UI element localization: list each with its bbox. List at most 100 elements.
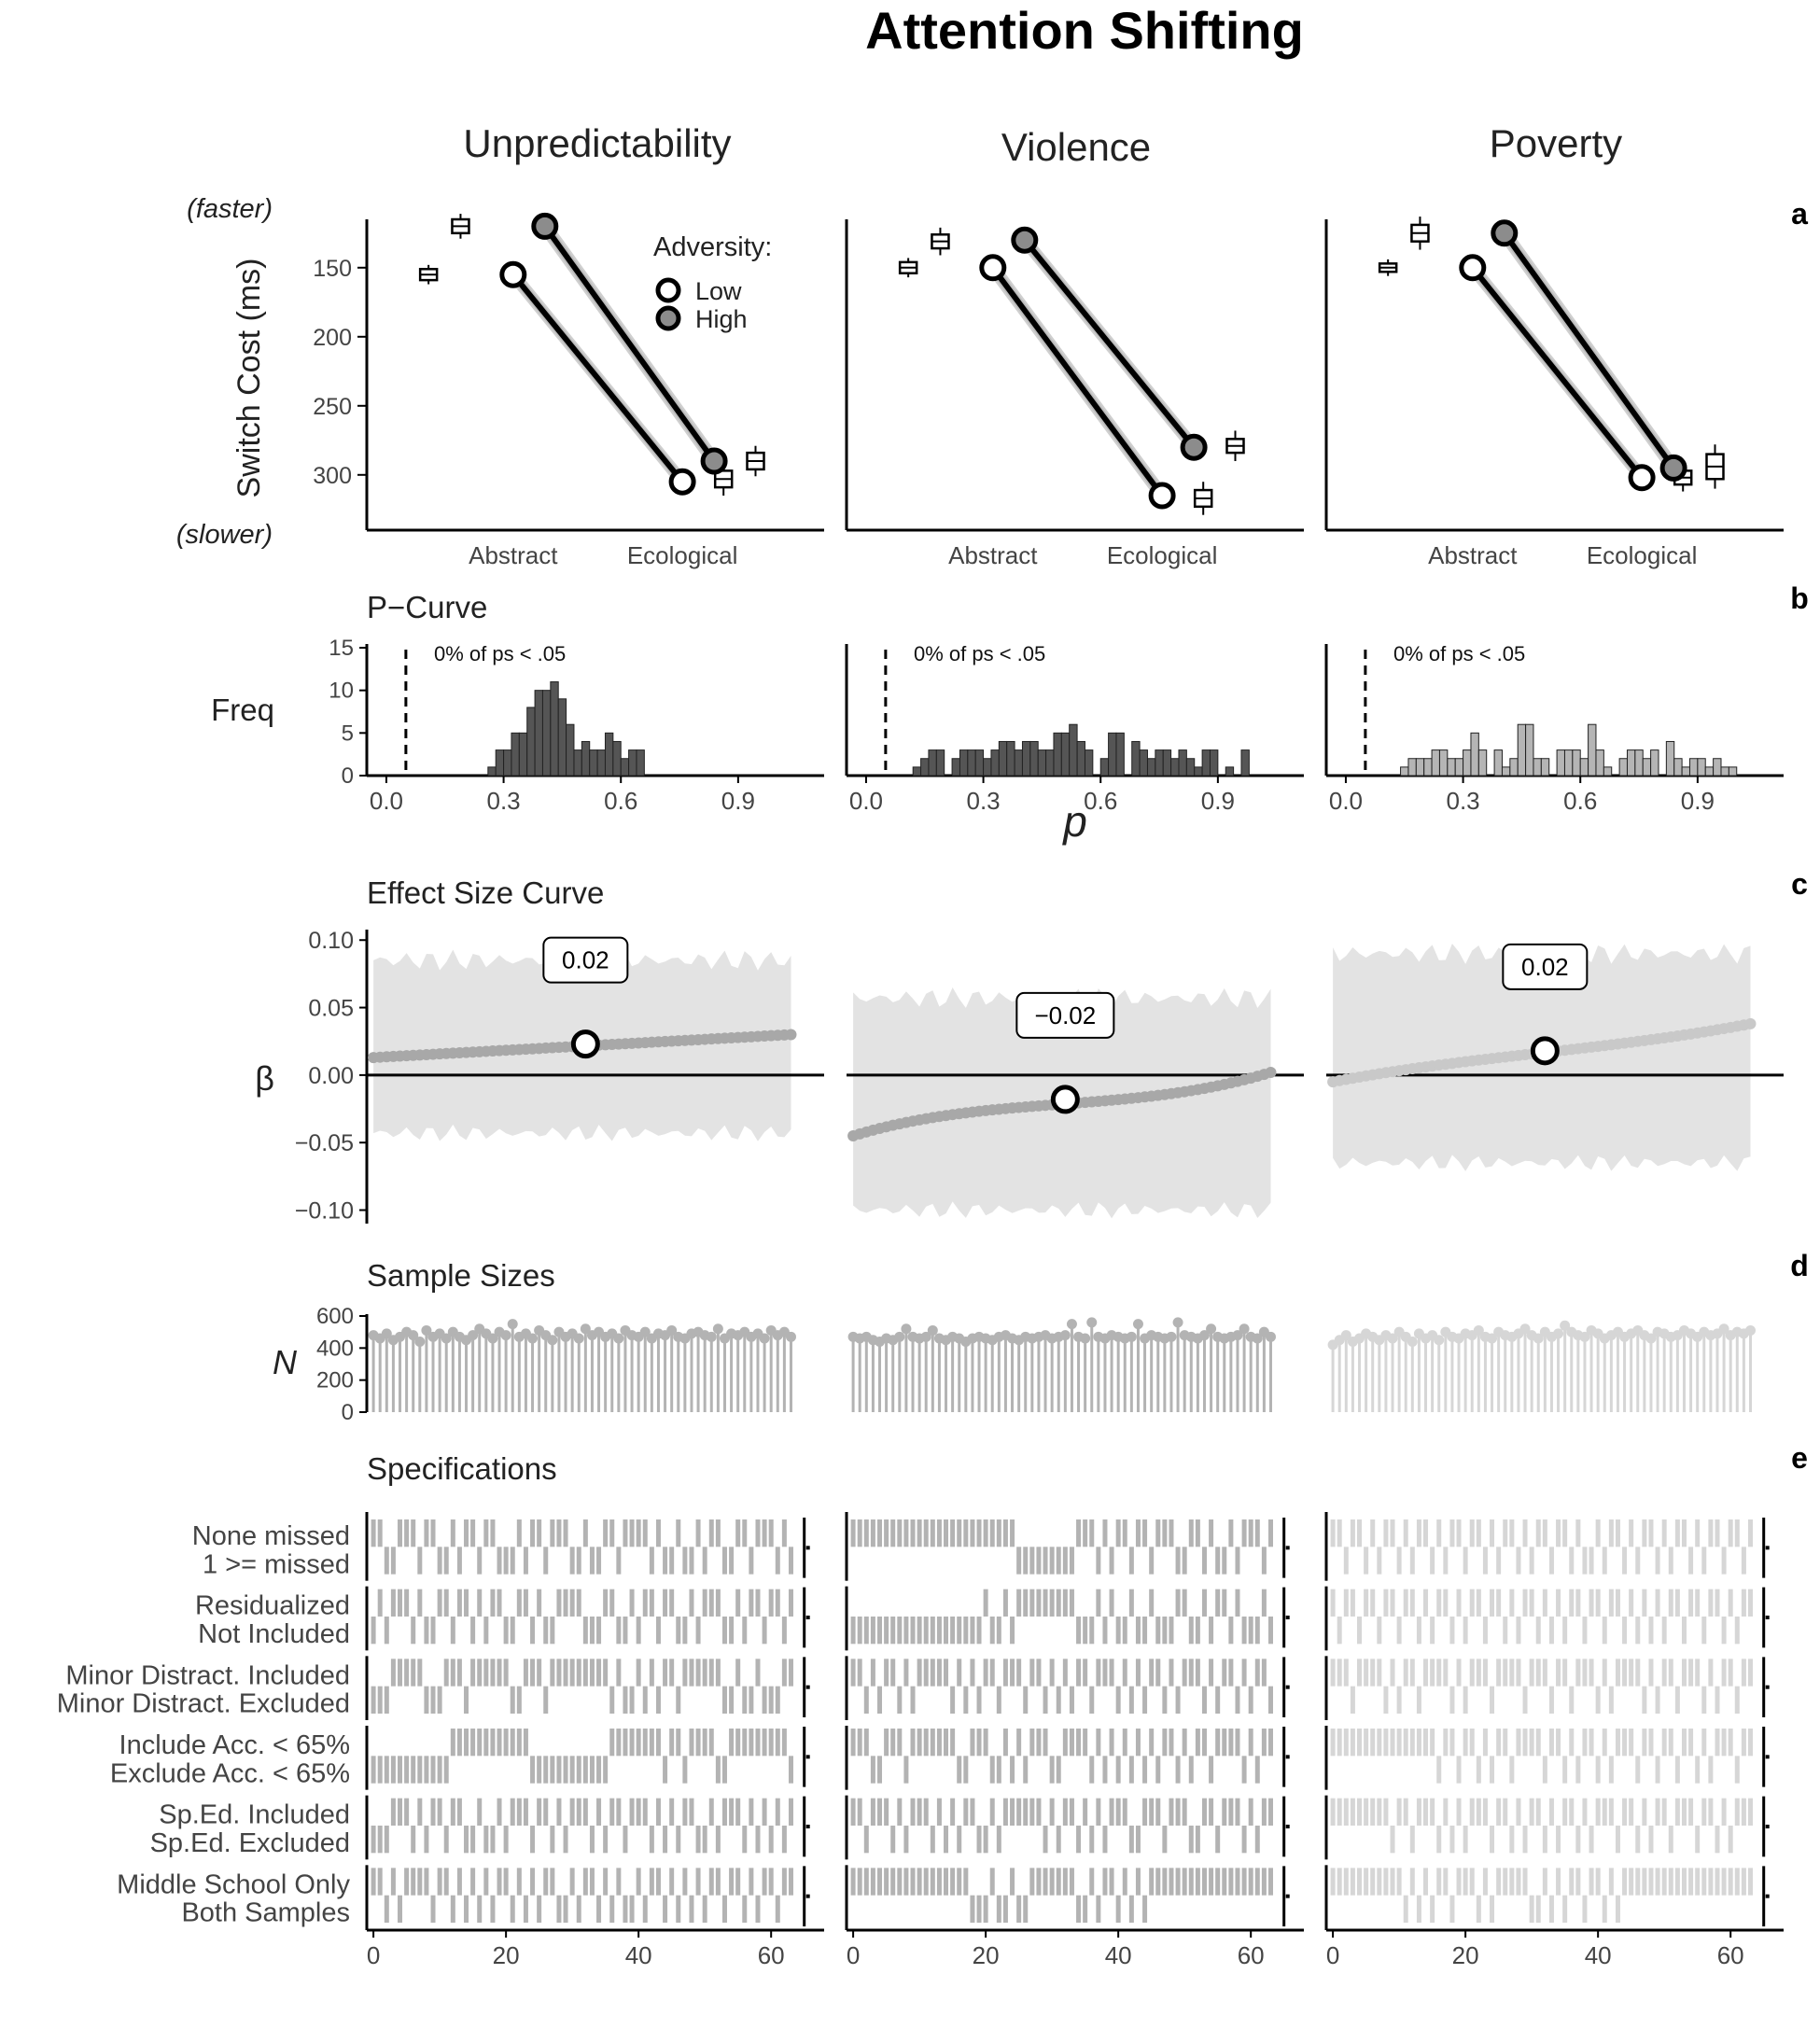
e-spec-bar xyxy=(1681,1519,1687,1547)
c-panel-1: 0.10 0.05 0.00 −0.05 −0.10 0.02 xyxy=(295,928,824,1225)
column-title-unpredictability: Unpredictability xyxy=(463,121,731,165)
e-spec-bar xyxy=(450,1729,455,1757)
e-spec-bar xyxy=(623,1519,628,1547)
e-spec-bar xyxy=(1364,1729,1369,1757)
e-spec-bar xyxy=(735,1659,741,1687)
e-spec-bar xyxy=(464,1589,469,1617)
e-spec-bar xyxy=(1469,1798,1475,1826)
d-lollipop-head xyxy=(712,1323,723,1335)
e-spec-bar xyxy=(957,1659,962,1687)
e-spec-bar xyxy=(537,1519,542,1547)
e-spec-bar xyxy=(663,1895,668,1923)
e-spec-bar xyxy=(1728,1868,1733,1896)
e-spec-bar xyxy=(1337,1659,1342,1687)
e-spec-bar xyxy=(1083,1729,1088,1757)
e-spec-bar xyxy=(663,1756,668,1784)
d-lollipop-head xyxy=(1744,1324,1756,1336)
e-spec-bar xyxy=(1589,1659,1594,1687)
e-spec-bar xyxy=(1562,1519,1568,1547)
e-spec-bar xyxy=(1254,1659,1260,1687)
e-spec-bar xyxy=(950,1868,956,1896)
e-spec-bar xyxy=(437,1547,442,1575)
e-spec-bar xyxy=(1482,1659,1488,1687)
e-spec-bar xyxy=(516,1798,522,1826)
e-spec-bar xyxy=(384,1756,389,1784)
e-spec-bar xyxy=(715,1868,721,1896)
e-spec-bar xyxy=(1582,1659,1588,1687)
e-spec-bar xyxy=(655,1519,661,1547)
d-lollipop-head xyxy=(1407,1336,1418,1347)
e-spec-bar xyxy=(404,1589,410,1617)
e-spec-bar xyxy=(957,1519,962,1547)
e-spec-bar xyxy=(1708,1756,1714,1784)
e-spec-bar xyxy=(1608,1868,1614,1896)
b-annotation: 0% of ps < .05 xyxy=(914,642,1045,665)
e-spec-bar xyxy=(1661,1868,1667,1896)
e-spec-bar xyxy=(1463,1729,1468,1757)
b-x-tick-label: 0.0 xyxy=(849,787,883,815)
e-spec-bar xyxy=(1115,1756,1121,1784)
e-end-marker-tick xyxy=(1285,1685,1290,1689)
e-spec-bar xyxy=(636,1868,641,1896)
e-spec-bar xyxy=(989,1659,995,1687)
b-hist-bar xyxy=(1493,749,1503,777)
b-hist-bar xyxy=(1603,766,1613,777)
e-spec-bar xyxy=(1195,1659,1200,1687)
e-spec-bar xyxy=(944,1868,949,1896)
e-spec-bar xyxy=(850,1659,856,1687)
e-spec-bar xyxy=(1522,1826,1528,1854)
e-spec-bar xyxy=(963,1756,969,1784)
e-spec-bar xyxy=(377,1826,383,1854)
e-spec-bar xyxy=(1602,1659,1607,1687)
e-spec-bar xyxy=(649,1659,654,1687)
e-end-marker-tick xyxy=(1765,1616,1770,1619)
e-spec-bar xyxy=(1357,1798,1363,1826)
e-spec-bar xyxy=(1701,1729,1707,1757)
e-spec-bar xyxy=(1377,1617,1382,1645)
e-spec-bar xyxy=(1490,1895,1495,1923)
e-spec-bar xyxy=(702,1895,707,1923)
e-spec-bar xyxy=(669,1868,675,1896)
e-spec-bar xyxy=(857,1617,862,1645)
e-spec-bar xyxy=(589,1826,595,1854)
e-spec-bar xyxy=(1002,1659,1008,1687)
e-spec-bar xyxy=(1701,1686,1707,1714)
b-hist-bar xyxy=(1415,758,1425,777)
e-spec-bar xyxy=(1688,1868,1694,1896)
e-spec-bar xyxy=(655,1798,661,1826)
e-spec-bar xyxy=(1695,1589,1701,1617)
e-spec-bar xyxy=(377,1756,383,1784)
panel-letter-b: b xyxy=(1790,581,1809,615)
e-spec-bar xyxy=(470,1617,476,1645)
e-spec-bar xyxy=(1096,1547,1101,1575)
e-spec-bar xyxy=(430,1519,436,1547)
e-spec-bar xyxy=(1622,1729,1628,1757)
b-hist-bar xyxy=(951,758,960,777)
e-spec-bar xyxy=(456,1868,462,1896)
b-hist-bar xyxy=(1178,749,1187,777)
e-spec-bar xyxy=(781,1659,787,1687)
e-spec-bar xyxy=(1503,1659,1508,1687)
a-x-tick-label: Abstract xyxy=(948,541,1038,569)
e-spec-bar xyxy=(404,1798,410,1826)
e-spec-bar xyxy=(1469,1659,1475,1687)
a-bootstrap-line xyxy=(1509,234,1684,473)
b-hist-bar xyxy=(1099,758,1110,777)
e-spec-bar xyxy=(1370,1729,1376,1757)
a-boxplot xyxy=(1705,444,1725,489)
b-hist-bar xyxy=(1240,749,1250,777)
b-x-tick-label: 0.3 xyxy=(487,787,521,815)
e-end-marker-tick xyxy=(1765,1755,1770,1759)
e-spec-bar xyxy=(1403,1659,1408,1687)
a-line-low xyxy=(1470,265,1645,480)
a-point-high xyxy=(700,447,728,475)
e-spec-bar xyxy=(1396,1617,1402,1645)
e-spec-bar xyxy=(1629,1589,1634,1617)
e-spec-bar xyxy=(663,1659,668,1687)
e-row-label: Minor Distract. Excluded xyxy=(57,1689,350,1719)
e-spec-bar xyxy=(1602,1547,1607,1575)
e-spec-bar xyxy=(1350,1798,1355,1826)
b-hist-bar xyxy=(1618,758,1628,777)
c-median-label: 0.02 xyxy=(1521,953,1569,981)
e-spec-bar xyxy=(768,1589,774,1617)
